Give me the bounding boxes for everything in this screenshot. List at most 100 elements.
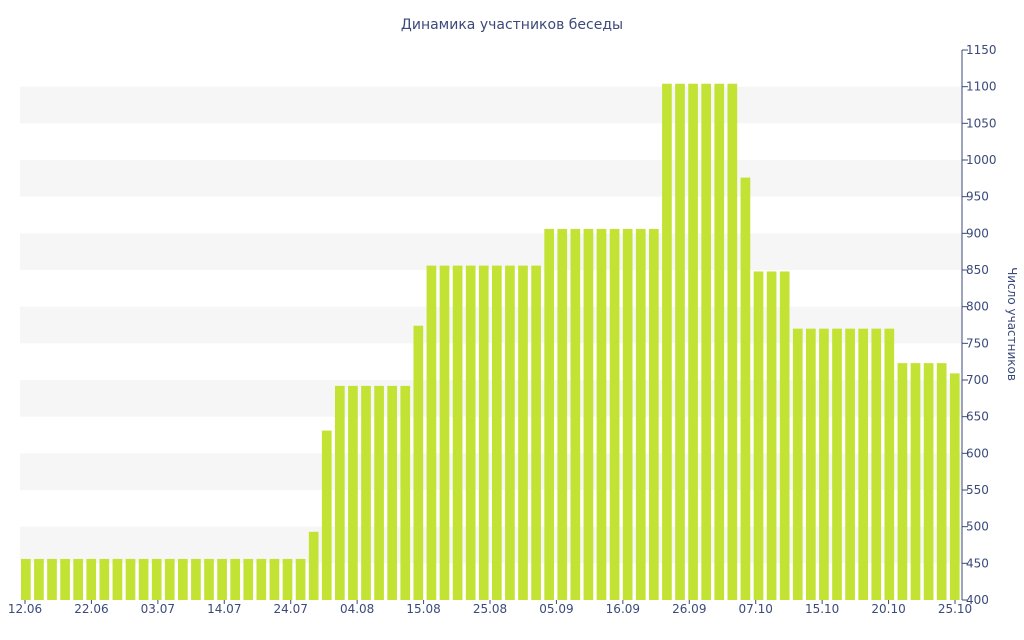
grid-band: [20, 160, 962, 197]
bar: [400, 385, 411, 600]
y-tick-label: 800: [966, 300, 989, 314]
bar: [256, 558, 267, 600]
bar: [949, 373, 960, 600]
bar: [308, 531, 319, 600]
bar: [688, 83, 698, 600]
bar: [60, 558, 70, 600]
bar: [596, 228, 607, 600]
bar: [348, 385, 358, 600]
bar: [701, 83, 712, 600]
y-tick-label: 900: [966, 226, 989, 240]
bar: [321, 430, 332, 600]
bar: [910, 363, 921, 600]
x-tick-label: 04.08: [340, 602, 374, 616]
x-tick-label: 16.09: [606, 602, 640, 616]
bar: [21, 558, 31, 600]
y-axis-ticks: 400 450 500 550 600 650 700 750 800 850 900 950 1000…: [962, 43, 997, 607]
grid-band: [20, 233, 962, 270]
bar: [897, 363, 908, 600]
bar: [191, 558, 201, 600]
y-tick-label: 650: [966, 410, 989, 424]
y-tick-label: 600: [966, 446, 989, 460]
bar: [282, 558, 293, 600]
grid-band: [20, 453, 962, 490]
bar: [544, 228, 555, 600]
bar: [243, 558, 254, 600]
bar: [936, 363, 947, 600]
bar: [178, 558, 188, 600]
grid-bands: [20, 86, 962, 564]
bar: [230, 558, 241, 600]
bar: [217, 558, 227, 600]
x-tick-label: 07.10: [739, 602, 773, 616]
bar: [649, 228, 659, 600]
bar: [518, 265, 528, 600]
x-tick-label: 22.06: [74, 602, 108, 616]
y-tick-label: 400: [966, 593, 989, 607]
bar: [714, 83, 725, 600]
bars: [21, 83, 960, 600]
bar: [125, 558, 136, 600]
y-tick-label: 850: [966, 263, 989, 277]
x-tick-label: 14.07: [207, 602, 241, 616]
y-tick-label: 950: [966, 190, 989, 204]
bar: [806, 328, 816, 600]
bar: [819, 328, 829, 600]
bar: [570, 228, 581, 600]
bar: [413, 325, 424, 600]
bar: [792, 328, 803, 600]
bar: [34, 558, 44, 600]
x-tick-label: 12.06: [8, 602, 42, 616]
chart-title: Динамика участников беседы: [401, 17, 623, 33]
bar: [557, 228, 568, 600]
bar: [439, 265, 450, 600]
y-axis-title: Число участников: [1005, 267, 1019, 381]
bar: [766, 271, 777, 600]
bar: [753, 271, 764, 600]
bar: [99, 558, 110, 600]
bar: [923, 363, 934, 600]
bar: [452, 265, 463, 600]
x-tick-label: 24.07: [274, 602, 308, 616]
y-tick-label: 450: [966, 556, 989, 570]
bar: [884, 328, 895, 600]
y-tick-label: 550: [966, 483, 989, 497]
x-tick-label: 20.10: [871, 602, 905, 616]
bar: [492, 265, 502, 600]
bar: [583, 228, 594, 600]
y-tick-label: 750: [966, 336, 989, 350]
bar: [295, 558, 306, 600]
x-tick-label: 15.10: [805, 602, 839, 616]
bar: [727, 83, 738, 600]
grid-band: [20, 86, 962, 124]
bar: [505, 265, 515, 600]
bar: [675, 83, 685, 600]
bar: [164, 558, 175, 600]
bar: [478, 265, 489, 600]
bar: [112, 558, 123, 600]
bar: [635, 228, 646, 600]
y-tick-label: 1100: [966, 80, 997, 94]
bar: [740, 177, 751, 600]
bar: [609, 228, 620, 600]
bar: [47, 558, 57, 600]
x-tick-label: 25.10: [938, 602, 972, 616]
x-tick-label: 03.07: [141, 602, 175, 616]
x-tick-label: 26.09: [672, 602, 706, 616]
y-tick-label: 1150: [966, 43, 997, 57]
bar: [335, 385, 345, 600]
grid-band: [20, 526, 962, 564]
bar: [151, 558, 162, 600]
bar: [138, 558, 149, 600]
bar: [845, 328, 855, 600]
x-tick-label: 25.08: [473, 602, 507, 616]
bar: [426, 265, 437, 600]
x-tick-label: 05.09: [539, 602, 573, 616]
grid-band: [20, 380, 962, 417]
bar: [871, 328, 882, 600]
bar: [622, 228, 633, 600]
y-tick-label: 700: [966, 373, 989, 387]
bar: [779, 271, 790, 600]
bar: [531, 265, 541, 600]
